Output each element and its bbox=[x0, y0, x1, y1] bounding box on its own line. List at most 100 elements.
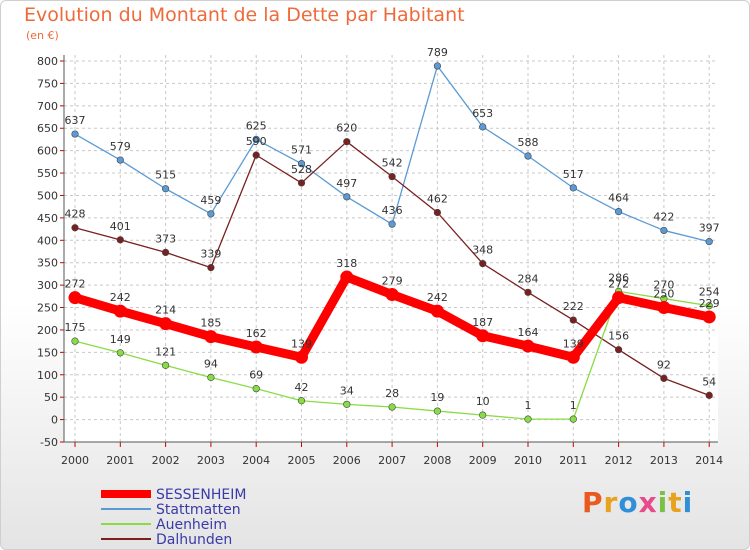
data-point-dalhunden bbox=[569, 316, 577, 324]
data-label-sessenheim: 164 bbox=[518, 326, 539, 339]
x-tick-label: 2014 bbox=[695, 454, 723, 467]
data-label-auenheim: 19 bbox=[430, 391, 444, 404]
data-label-stattmatten: 588 bbox=[518, 136, 539, 149]
data-label-dalhunden: 590 bbox=[246, 135, 267, 148]
data-point-dalhunden bbox=[524, 288, 532, 296]
data-label-dalhunden: 620 bbox=[336, 122, 357, 135]
data-label-sessenheim: 318 bbox=[336, 257, 357, 270]
data-label-dalhunden: 462 bbox=[427, 193, 448, 206]
data-label-stattmatten: 497 bbox=[336, 177, 357, 190]
data-point-auenheim bbox=[252, 385, 260, 393]
data-label-auenheim: 28 bbox=[385, 387, 399, 400]
data-label-dalhunden: 348 bbox=[472, 244, 493, 257]
data-point-auenheim bbox=[343, 400, 351, 408]
data-label-auenheim: 1 bbox=[525, 399, 532, 412]
data-point-sessenheim bbox=[340, 270, 354, 284]
data-label-sessenheim: 214 bbox=[155, 304, 176, 317]
data-label-dalhunden: 284 bbox=[518, 272, 539, 285]
data-point-sessenheim bbox=[657, 301, 671, 315]
data-point-dalhunden bbox=[614, 346, 623, 354]
y-tick-label: 600 bbox=[37, 145, 58, 158]
data-point-stattmatten bbox=[614, 208, 623, 216]
data-label-stattmatten: 789 bbox=[427, 46, 448, 59]
x-tick-label: 2012 bbox=[605, 454, 633, 467]
data-label-auenheim: 286 bbox=[608, 271, 629, 284]
chart-title: Evolution du Montant de la Dette par Hab… bbox=[24, 4, 465, 26]
data-label-stattmatten: 515 bbox=[155, 169, 176, 182]
data-point-stattmatten bbox=[252, 135, 260, 144]
data-label-sessenheim: 185 bbox=[200, 317, 221, 330]
data-label-stattmatten: 436 bbox=[382, 204, 403, 217]
x-tick-label: 2007 bbox=[378, 454, 406, 467]
data-point-stattmatten bbox=[479, 123, 487, 131]
x-tick-label: 2005 bbox=[288, 454, 316, 467]
data-label-dalhunden: 92 bbox=[657, 358, 671, 371]
data-point-auenheim bbox=[297, 397, 306, 405]
y-tick-label: 300 bbox=[37, 279, 58, 292]
data-point-sessenheim bbox=[295, 350, 308, 364]
x-tick-label: 2003 bbox=[197, 454, 225, 467]
y-tick-label: 650 bbox=[37, 122, 58, 135]
plot-area bbox=[64, 55, 718, 442]
data-point-stattmatten bbox=[343, 193, 351, 201]
data-label-sessenheim: 139 bbox=[563, 337, 584, 350]
data-point-stattmatten bbox=[162, 185, 170, 193]
data-point-dalhunden bbox=[433, 208, 442, 217]
data-point-sessenheim bbox=[68, 291, 82, 305]
data-label-sessenheim: 250 bbox=[653, 288, 674, 301]
data-point-auenheim bbox=[705, 302, 713, 310]
data-point-auenheim bbox=[479, 411, 487, 419]
data-point-stattmatten bbox=[524, 152, 532, 160]
data-label-dalhunden: 222 bbox=[563, 300, 584, 313]
data-point-stattmatten bbox=[297, 160, 306, 168]
data-point-auenheim bbox=[207, 373, 215, 382]
data-label-sessenheim: 162 bbox=[246, 327, 267, 340]
y-tick-label: 700 bbox=[37, 100, 58, 113]
x-tick-label: 2009 bbox=[469, 454, 497, 467]
data-point-stattmatten bbox=[660, 226, 668, 235]
x-tick-label: 2000 bbox=[61, 454, 89, 467]
legend-label-auenheim: Auenheim bbox=[156, 517, 227, 533]
data-point-sessenheim bbox=[159, 317, 173, 331]
data-label-stattmatten: 459 bbox=[200, 194, 221, 207]
data-point-dalhunden bbox=[116, 236, 124, 244]
data-label-sessenheim: 187 bbox=[472, 316, 493, 329]
data-point-dalhunden bbox=[207, 264, 215, 272]
data-label-stattmatten: 397 bbox=[699, 222, 720, 235]
x-tick-label: 2011 bbox=[559, 454, 587, 467]
data-point-auenheim bbox=[569, 415, 577, 423]
data-label-auenheim: 175 bbox=[65, 321, 86, 334]
y-tick-label: 250 bbox=[37, 302, 58, 315]
data-label-dalhunden: 339 bbox=[200, 248, 221, 261]
data-point-auenheim bbox=[71, 337, 79, 345]
data-label-sessenheim: 279 bbox=[382, 275, 403, 288]
x-tick-label: 2002 bbox=[152, 454, 180, 467]
data-label-auenheim: 149 bbox=[110, 333, 131, 346]
data-label-auenheim: 1 bbox=[570, 399, 577, 412]
data-label-auenheim: 94 bbox=[204, 357, 218, 370]
data-label-auenheim: 270 bbox=[653, 279, 674, 292]
legend-label-sessenheim: SESSENHEIM bbox=[156, 487, 246, 503]
x-tick-label: 2008 bbox=[423, 454, 451, 467]
y-tick-label: 150 bbox=[37, 346, 58, 359]
data-label-stattmatten: 579 bbox=[110, 140, 131, 153]
data-point-stattmatten bbox=[207, 210, 215, 218]
logo-letter: i bbox=[682, 486, 694, 519]
data-point-auenheim bbox=[162, 361, 170, 369]
y-tick-label: 800 bbox=[37, 55, 58, 68]
y-tick-label: 350 bbox=[37, 257, 58, 270]
data-point-stattmatten bbox=[116, 156, 124, 164]
data-point-auenheim bbox=[524, 415, 532, 423]
x-tick-label: 2006 bbox=[333, 454, 361, 467]
data-point-sessenheim bbox=[113, 304, 127, 318]
y-tick-label: 100 bbox=[37, 369, 58, 382]
chart-unit-label: (en €) bbox=[26, 29, 59, 42]
data-point-sessenheim bbox=[612, 291, 626, 305]
data-label-stattmatten: 517 bbox=[563, 168, 584, 181]
logo-letter: t bbox=[668, 486, 683, 519]
data-point-auenheim bbox=[116, 349, 124, 357]
data-label-dalhunden: 528 bbox=[291, 163, 312, 176]
logo-letter: r bbox=[603, 486, 619, 519]
data-label-auenheim: 254 bbox=[699, 286, 720, 299]
data-label-auenheim: 10 bbox=[476, 395, 490, 408]
